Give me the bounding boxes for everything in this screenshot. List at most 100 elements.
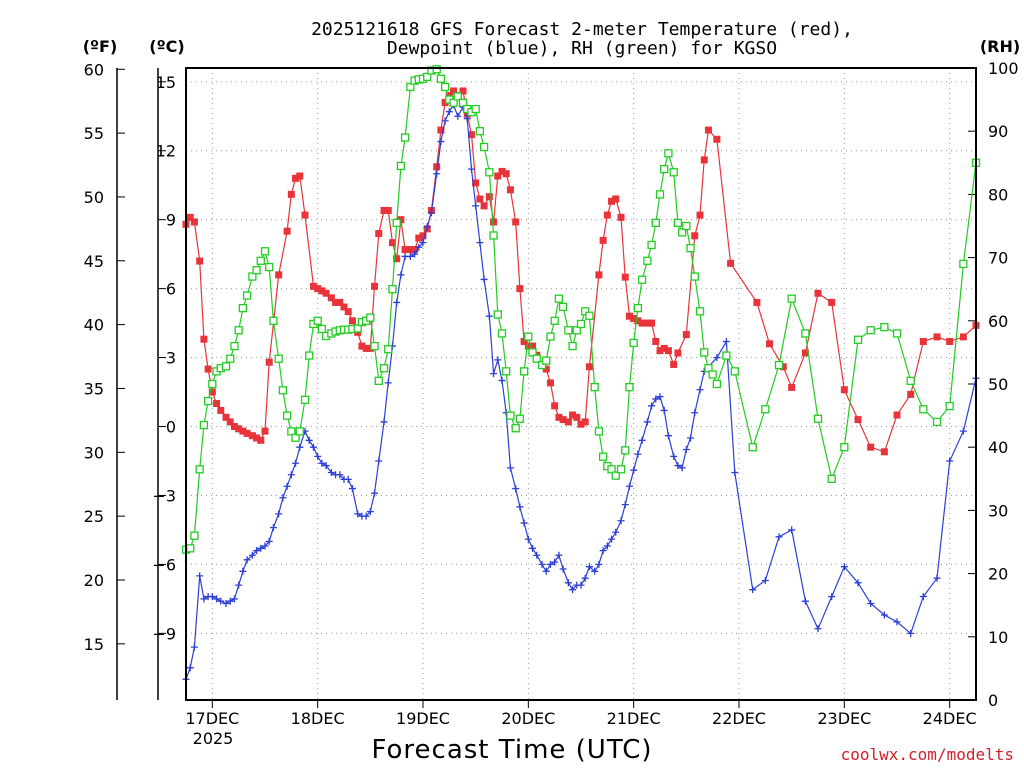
rh-point: [396, 161, 406, 171]
temperature-point: [248, 432, 256, 440]
temperature-point: [559, 416, 567, 424]
dewpoint-point: [538, 560, 546, 568]
temperature-point: [670, 360, 678, 368]
dewpoint-point: [555, 551, 563, 559]
rh-point: [515, 414, 525, 423]
temperature-point: [612, 195, 620, 203]
series-layer: [181, 65, 981, 683]
rh-point: [511, 424, 520, 433]
rh-point: [528, 348, 537, 357]
dewpoint-point: [775, 533, 783, 541]
temperature-point: [919, 337, 927, 345]
dewpoint-point: [292, 459, 300, 467]
dewpoint-point: [696, 386, 704, 394]
dewpoint-point: [411, 250, 419, 258]
rh-point: [458, 98, 468, 107]
dewpoint-point: [200, 595, 208, 603]
temperature-point: [296, 172, 304, 180]
temperature-point: [656, 347, 664, 355]
rh-point: [489, 231, 498, 240]
temperature-point: [713, 135, 721, 143]
dewpoint-point: [634, 450, 642, 458]
dewpoint-point: [599, 547, 607, 555]
dewpoint-point: [239, 567, 247, 575]
temperature-point: [332, 298, 340, 306]
temperature-point: [502, 170, 510, 178]
dewpoint-point: [581, 574, 589, 582]
dewpoint-point: [190, 643, 198, 651]
dewpoint-point: [309, 443, 317, 451]
rh-tick-label: 30: [988, 501, 1008, 520]
dewpoint-point: [551, 558, 559, 566]
rh-point: [278, 386, 288, 395]
temperature-point: [840, 386, 848, 394]
temperature-point: [485, 193, 493, 201]
temperature-point: [480, 202, 488, 210]
temperature-point: [696, 211, 704, 219]
dewpoint-point: [512, 485, 520, 493]
rh-point: [471, 104, 480, 114]
rh-point: [226, 354, 235, 363]
temperature-point: [766, 340, 774, 348]
dewpoint-point: [437, 138, 445, 146]
dewpoint-point: [380, 418, 388, 426]
rh-tick-label: 60: [988, 312, 1008, 331]
dewpoint-point: [524, 535, 532, 543]
temperature-point: [406, 246, 414, 254]
rh-point: [704, 364, 713, 373]
temperature-point: [599, 236, 607, 244]
temperature-point: [569, 411, 577, 419]
celsius-tick-label: −9: [152, 624, 176, 643]
rh-tick-label: 50: [988, 375, 1008, 394]
rh-tick-label: 70: [988, 249, 1008, 268]
rh-point: [616, 465, 626, 474]
temperature-point: [314, 285, 322, 293]
rh-point: [234, 326, 243, 335]
dewpoint-point: [454, 112, 462, 120]
rh-point: [305, 351, 314, 360]
temperature-point: [516, 285, 524, 293]
rh-point: [392, 218, 401, 227]
temperature-point: [186, 213, 194, 221]
rh-point: [300, 395, 310, 404]
rh-point: [242, 291, 252, 300]
rh-point: [633, 304, 643, 313]
temperature-point: [660, 344, 668, 352]
temperature-point: [682, 331, 690, 339]
temperature-point: [292, 174, 300, 182]
temperature-point: [476, 195, 484, 203]
dewpoint-point: [322, 462, 330, 470]
dewpoint-point: [186, 664, 194, 672]
dewpoint-point: [648, 402, 656, 410]
temperature-point: [366, 344, 374, 352]
dewpoint-point: [542, 567, 550, 575]
temperature-point: [585, 363, 593, 371]
temperature-point: [415, 234, 423, 242]
rh-point: [537, 360, 547, 370]
celsius-unit-label: (ºC): [149, 37, 184, 56]
celsius-tick-label: 15: [156, 73, 176, 92]
dewpoint-point: [814, 625, 822, 633]
dewpoint-point: [336, 471, 344, 479]
rh-point: [475, 127, 485, 136]
dewpoint-point: [265, 537, 273, 545]
temperature-point: [393, 255, 401, 263]
rh-point: [730, 367, 739, 376]
dewpoint-point: [243, 556, 251, 564]
dewpoint-point: [498, 377, 506, 385]
temperature-point: [261, 427, 269, 435]
temperature-point: [529, 342, 537, 350]
temperature-point: [348, 317, 356, 325]
temperature-point: [512, 218, 520, 226]
dewpoint-point: [828, 593, 836, 601]
temperature-point: [542, 365, 550, 373]
rh-tick-label: 90: [988, 122, 1008, 141]
rh-point: [186, 544, 195, 553]
temperature-point: [727, 259, 735, 267]
x-year-label: 2025: [193, 729, 234, 748]
temperature-point: [344, 308, 352, 316]
rh-point: [353, 324, 362, 333]
dewpoint-point: [722, 337, 730, 345]
dewpoint-point: [318, 459, 326, 467]
dewpoint-point: [253, 547, 261, 555]
